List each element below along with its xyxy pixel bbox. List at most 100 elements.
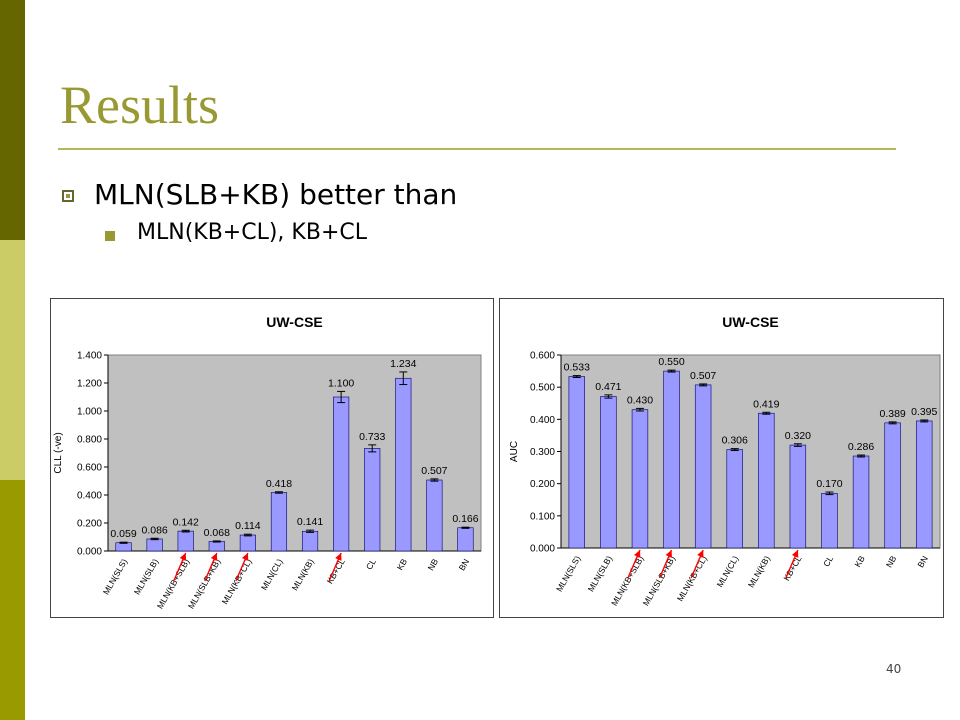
slide-title: Results (60, 75, 220, 135)
bar (663, 370, 680, 549)
chart-cll-svg: UW-CSE 0.000 0.200 0.400 0.600 0.800 1.000 1.20… (53, 314, 482, 611)
data-label: 0.170 (816, 478, 842, 490)
bar (568, 376, 585, 549)
data-label: 0.471 (595, 381, 621, 393)
bar (239, 534, 256, 552)
highlight-arrowhead (665, 550, 673, 558)
bar (694, 384, 712, 549)
bar (426, 479, 443, 552)
x-tick-label: MLN(CL) (259, 557, 285, 592)
y-tick-label: 0.400 (530, 415, 555, 426)
data-label: 1.234 (390, 358, 416, 370)
data-label: 0.507 (690, 370, 716, 382)
x-tick-label: CL (364, 557, 378, 572)
x-tick-label: MLN(SLS) (101, 557, 130, 597)
y-tick-label: 0.000 (530, 544, 555, 555)
y-axis-label: AUC (509, 441, 520, 462)
data-label: 1.100 (328, 377, 354, 389)
bar (177, 530, 194, 552)
data-label: 0.286 (848, 441, 874, 453)
data-label: 0.068 (204, 527, 230, 539)
plot-area (107, 354, 482, 552)
bar (146, 538, 163, 552)
y-tick-label: 0.200 (77, 519, 102, 530)
bar (758, 412, 775, 549)
bar (208, 541, 225, 552)
bar (333, 396, 350, 552)
data-label: 0.306 (722, 435, 748, 447)
plot-area (560, 354, 941, 549)
data-label: 0.395 (911, 406, 937, 418)
bar (115, 542, 132, 552)
bar (916, 420, 933, 549)
y-tick-label: 0.100 (530, 511, 555, 522)
bar (789, 444, 807, 549)
data-label: 0.059 (110, 528, 136, 540)
bar (270, 492, 288, 552)
bar (301, 530, 319, 552)
x-tick-label: MLN(KB) (290, 557, 316, 592)
data-label: 0.550 (658, 356, 684, 368)
highlight-arrowhead (179, 553, 187, 561)
highlight-arrowhead (335, 553, 342, 561)
x-tick-label: MLN(SLB) (586, 554, 615, 594)
y-tick-label: 0.300 (530, 447, 555, 458)
x-tick-label: BN (915, 554, 930, 569)
bar (821, 493, 838, 549)
title-divider (58, 148, 896, 150)
data-label: 0.320 (785, 430, 811, 442)
highlight-arrowhead (791, 550, 799, 558)
highlight-arrowhead (633, 550, 641, 558)
y-tick-label: 1.000 (77, 407, 102, 418)
bar (631, 409, 649, 549)
y-tick-label: 1.200 (77, 379, 102, 390)
data-label: 0.430 (627, 394, 653, 406)
x-tick-label: MLN(KB+SLB) (609, 554, 646, 608)
x-tick-label: NB (426, 557, 441, 573)
highlight-arrowhead (697, 550, 704, 558)
data-label: 0.507 (421, 465, 447, 477)
data-label: 0.419 (753, 398, 779, 410)
y-axis-label: CLL (-ve) (53, 432, 64, 473)
chart-cll: UW-CSE 0.000 0.200 0.400 0.600 0.800 1.000 1.20… (50, 298, 494, 618)
y-tick-label: 0.400 (77, 491, 102, 502)
x-tick-label: MLN(KB+CL) (675, 554, 709, 603)
y-tick-label: 0.600 (530, 351, 555, 362)
data-label: 0.086 (141, 524, 167, 536)
data-label: 0.141 (297, 516, 323, 528)
x-tick-label: MLN(SLB) (132, 557, 161, 597)
sidebar-segment-light (0, 240, 25, 480)
y-tick-label: 0.600 (77, 463, 102, 474)
x-tick-label: MLN(KB+CL) (220, 557, 254, 606)
x-tick-label: BN (457, 557, 472, 572)
y-tick-label: 0.200 (530, 479, 555, 490)
bullet-level1-text: MLN(SLB+KB) better than (94, 178, 458, 211)
bar (600, 396, 617, 549)
bar (395, 377, 412, 552)
bullet-level2-text: MLN(KB+CL), KB+CL (137, 220, 367, 245)
y-tick-label: 0.800 (77, 435, 102, 446)
x-tick-label: KB (852, 554, 866, 569)
sidebar-segment-mid (0, 480, 25, 720)
square-bullet-icon (105, 231, 115, 241)
y-tick-label: 0.000 (77, 547, 102, 558)
data-label: 0.114 (235, 520, 261, 532)
x-tick-label: KB+CL (325, 557, 347, 586)
chart-auc: UW-CSE 0.000 0.100 0.200 0.300 0.400 0.500 0.60… (499, 298, 944, 618)
x-tick-label: KB (395, 557, 409, 572)
chart-auc-svg: UW-CSE 0.000 0.100 0.200 0.300 0.400 0.500 0.60… (509, 314, 941, 608)
highlight-arrowhead (210, 553, 218, 561)
x-tick-label: MLN(KB) (746, 554, 772, 589)
data-label: 0.166 (452, 513, 478, 525)
x-tick-label: MLN(SLB+KB) (186, 557, 223, 611)
square-bullet-icon (62, 190, 74, 202)
chart-title: UW-CSE (722, 314, 779, 330)
y-tick-label: 1.400 (77, 351, 102, 362)
data-label: 0.142 (173, 516, 199, 528)
x-tick-label: MLN(KB+SLB) (155, 557, 192, 611)
data-label: 0.389 (879, 408, 905, 420)
sidebar-decoration (0, 0, 25, 720)
data-label: 0.733 (359, 431, 385, 443)
bar (457, 527, 474, 552)
bar (852, 455, 870, 549)
